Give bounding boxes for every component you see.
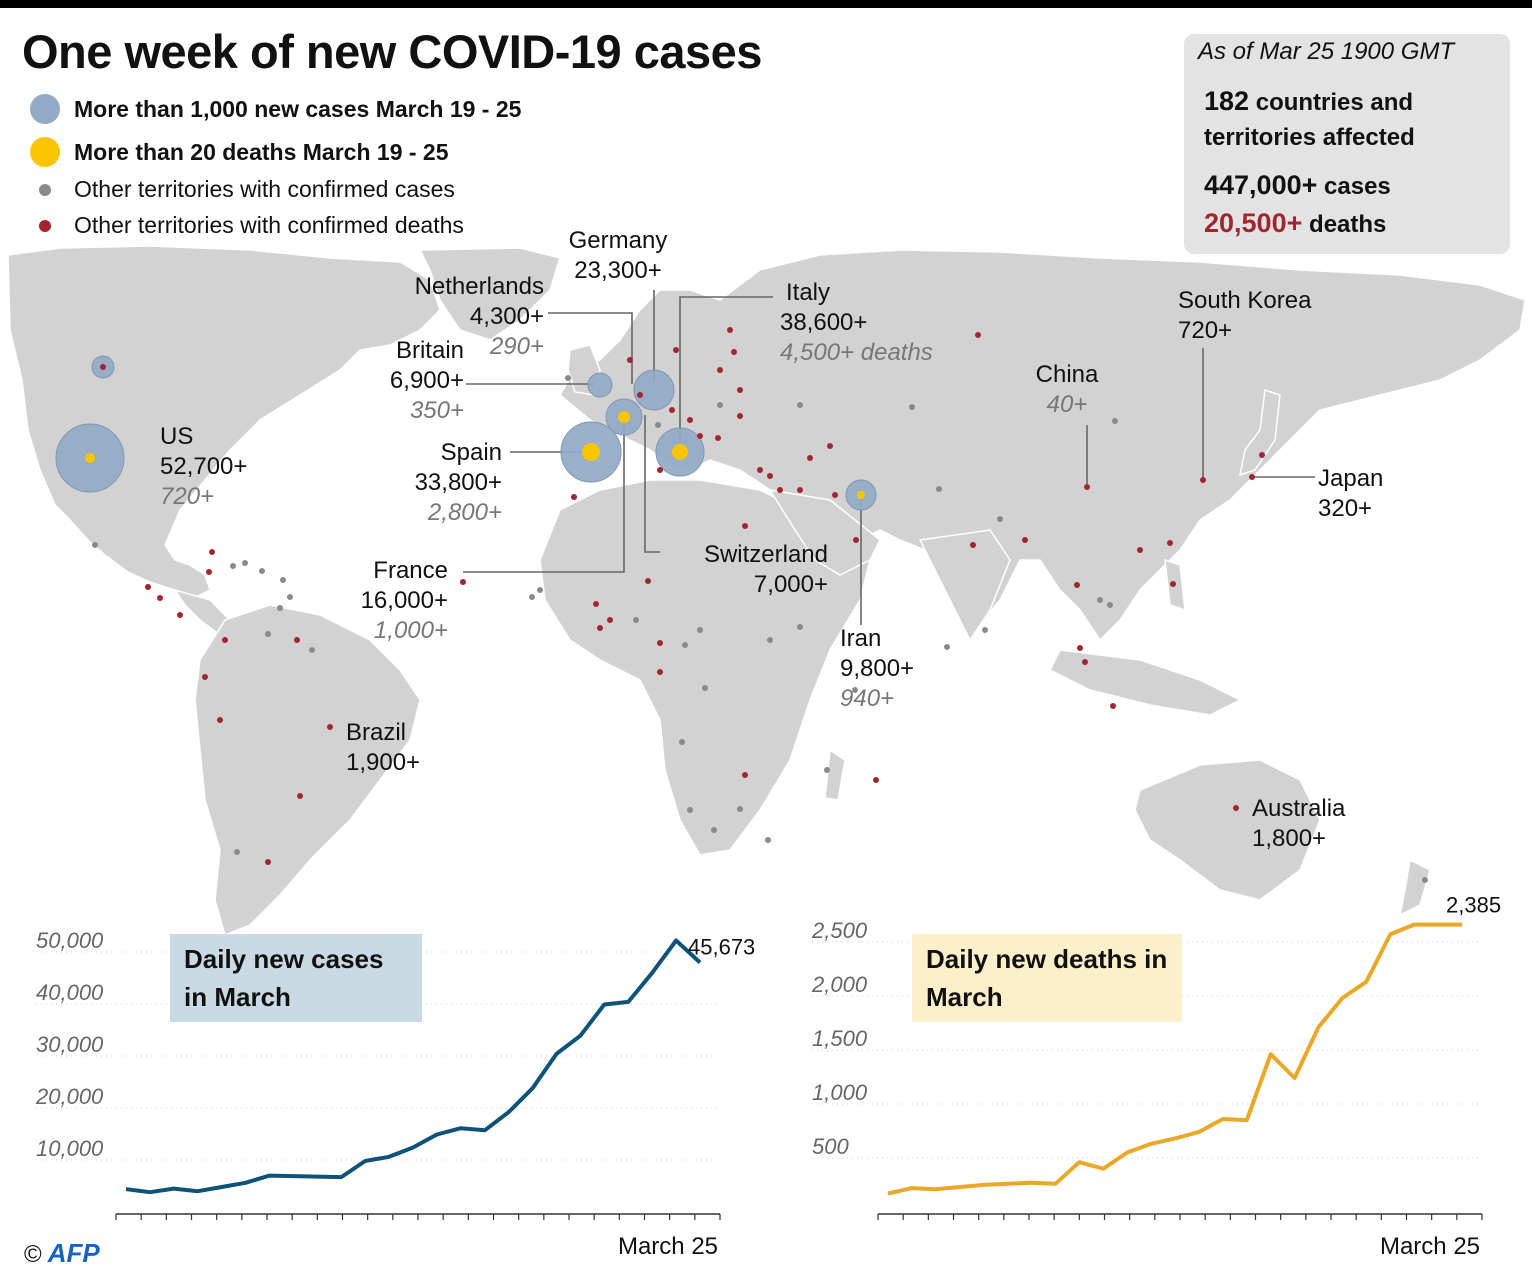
label-spain: Spain 33,800+ 2,800+ <box>414 439 502 526</box>
cases-chart-title-box: Daily new cases in March <box>170 934 422 1022</box>
leader-lines <box>463 290 1315 625</box>
germany-case-circle <box>633 369 675 411</box>
cases-total: 447,000+ cases <box>1204 170 1391 200</box>
land-north-america <box>7 245 441 601</box>
legend-item-other-cases: Other territories with confirmed cases <box>30 176 455 203</box>
afp-logo: AFP <box>47 1238 100 1268</box>
legend-item-deaths-20: More than 20 deaths March 19 - 25 <box>30 137 449 167</box>
land-australia <box>1134 759 1321 901</box>
cases-chart-title: Daily new cases in March <box>184 944 384 1012</box>
legend-label: Other territories with confirmed cases <box>74 176 455 202</box>
label-iran: Iran 9,800+ 940+ <box>840 625 915 712</box>
label-france: France 16,000+ 1,000+ <box>360 557 448 644</box>
land-arabia <box>768 488 881 576</box>
label-britain: Britain 6,900+ 350+ <box>389 337 464 424</box>
land-new-zealand <box>1398 858 1431 917</box>
label-south-korea: South Korea 720+ <box>1178 287 1312 344</box>
label-australia: Australia 1,800+ <box>1252 795 1346 852</box>
label-japan: Japan 320+ <box>1318 465 1384 522</box>
label-china: China 40+ <box>1035 361 1099 418</box>
land-greenland <box>418 247 561 341</box>
red-death-dot-icon <box>39 219 51 232</box>
deaths-chart-title: Daily new deaths in March <box>926 944 1168 1012</box>
copyright-symbol: © <box>24 1241 42 1268</box>
land-south-america <box>194 604 421 937</box>
legend-label: Other territories with confirmed deaths <box>74 212 464 238</box>
land-africa <box>539 479 871 856</box>
legend-item-large-cases: More than 1,000 new cases March 19 - 25 <box>30 94 521 124</box>
red-death-dots <box>100 327 1265 865</box>
label-italy: Italy 38,600+ 4,500+ deaths <box>780 279 933 366</box>
label-netherlands: Netherlands 4,300+ 290+ <box>414 273 544 360</box>
deaths-total: 20,500+ deaths <box>1204 208 1387 238</box>
large-case-circle-icon <box>30 94 60 124</box>
as-of-date: As of Mar 25 1900 GMT <box>1198 38 1455 65</box>
land-india <box>918 529 1011 642</box>
page-title: One week of new COVID-19 cases <box>22 25 762 78</box>
yellow-death-dot-icon <box>30 137 60 167</box>
land-japan <box>1239 388 1281 477</box>
legend-item-other-deaths: Other territories with confirmed deaths <box>30 212 464 239</box>
label-brazil: Brazil 1,900+ <box>346 719 421 776</box>
legend-label: More than 1,000 new cases March 19 - 25 <box>74 95 522 122</box>
label-germany: Germany 23,300+ <box>568 227 668 284</box>
britain-case-circle <box>587 372 613 398</box>
map-landmass <box>7 245 1526 937</box>
land-indonesia <box>1048 649 1242 716</box>
top-bar <box>0 0 1532 8</box>
label-us: US 52,700+ 720+ <box>160 423 248 510</box>
land-madagascar <box>824 748 846 801</box>
countries-line-2: territories affected <box>1204 124 1415 151</box>
deaths-chart-title-box: Daily new deaths in March <box>912 934 1182 1022</box>
grey-case-dot-icon <box>39 183 51 196</box>
legend-label: More than 20 deaths March 19 - 25 <box>74 138 449 165</box>
copyright: © AFP <box>24 1238 100 1269</box>
grey-case-dots <box>92 375 1428 883</box>
yellow-death-dots <box>85 411 865 499</box>
label-switzerland: Switzerland 7,000+ <box>703 541 828 598</box>
summary-box: As of Mar 25 1900 GMT 182 countries and … <box>1184 34 1510 254</box>
countries-line: 182 countries and <box>1204 86 1414 116</box>
